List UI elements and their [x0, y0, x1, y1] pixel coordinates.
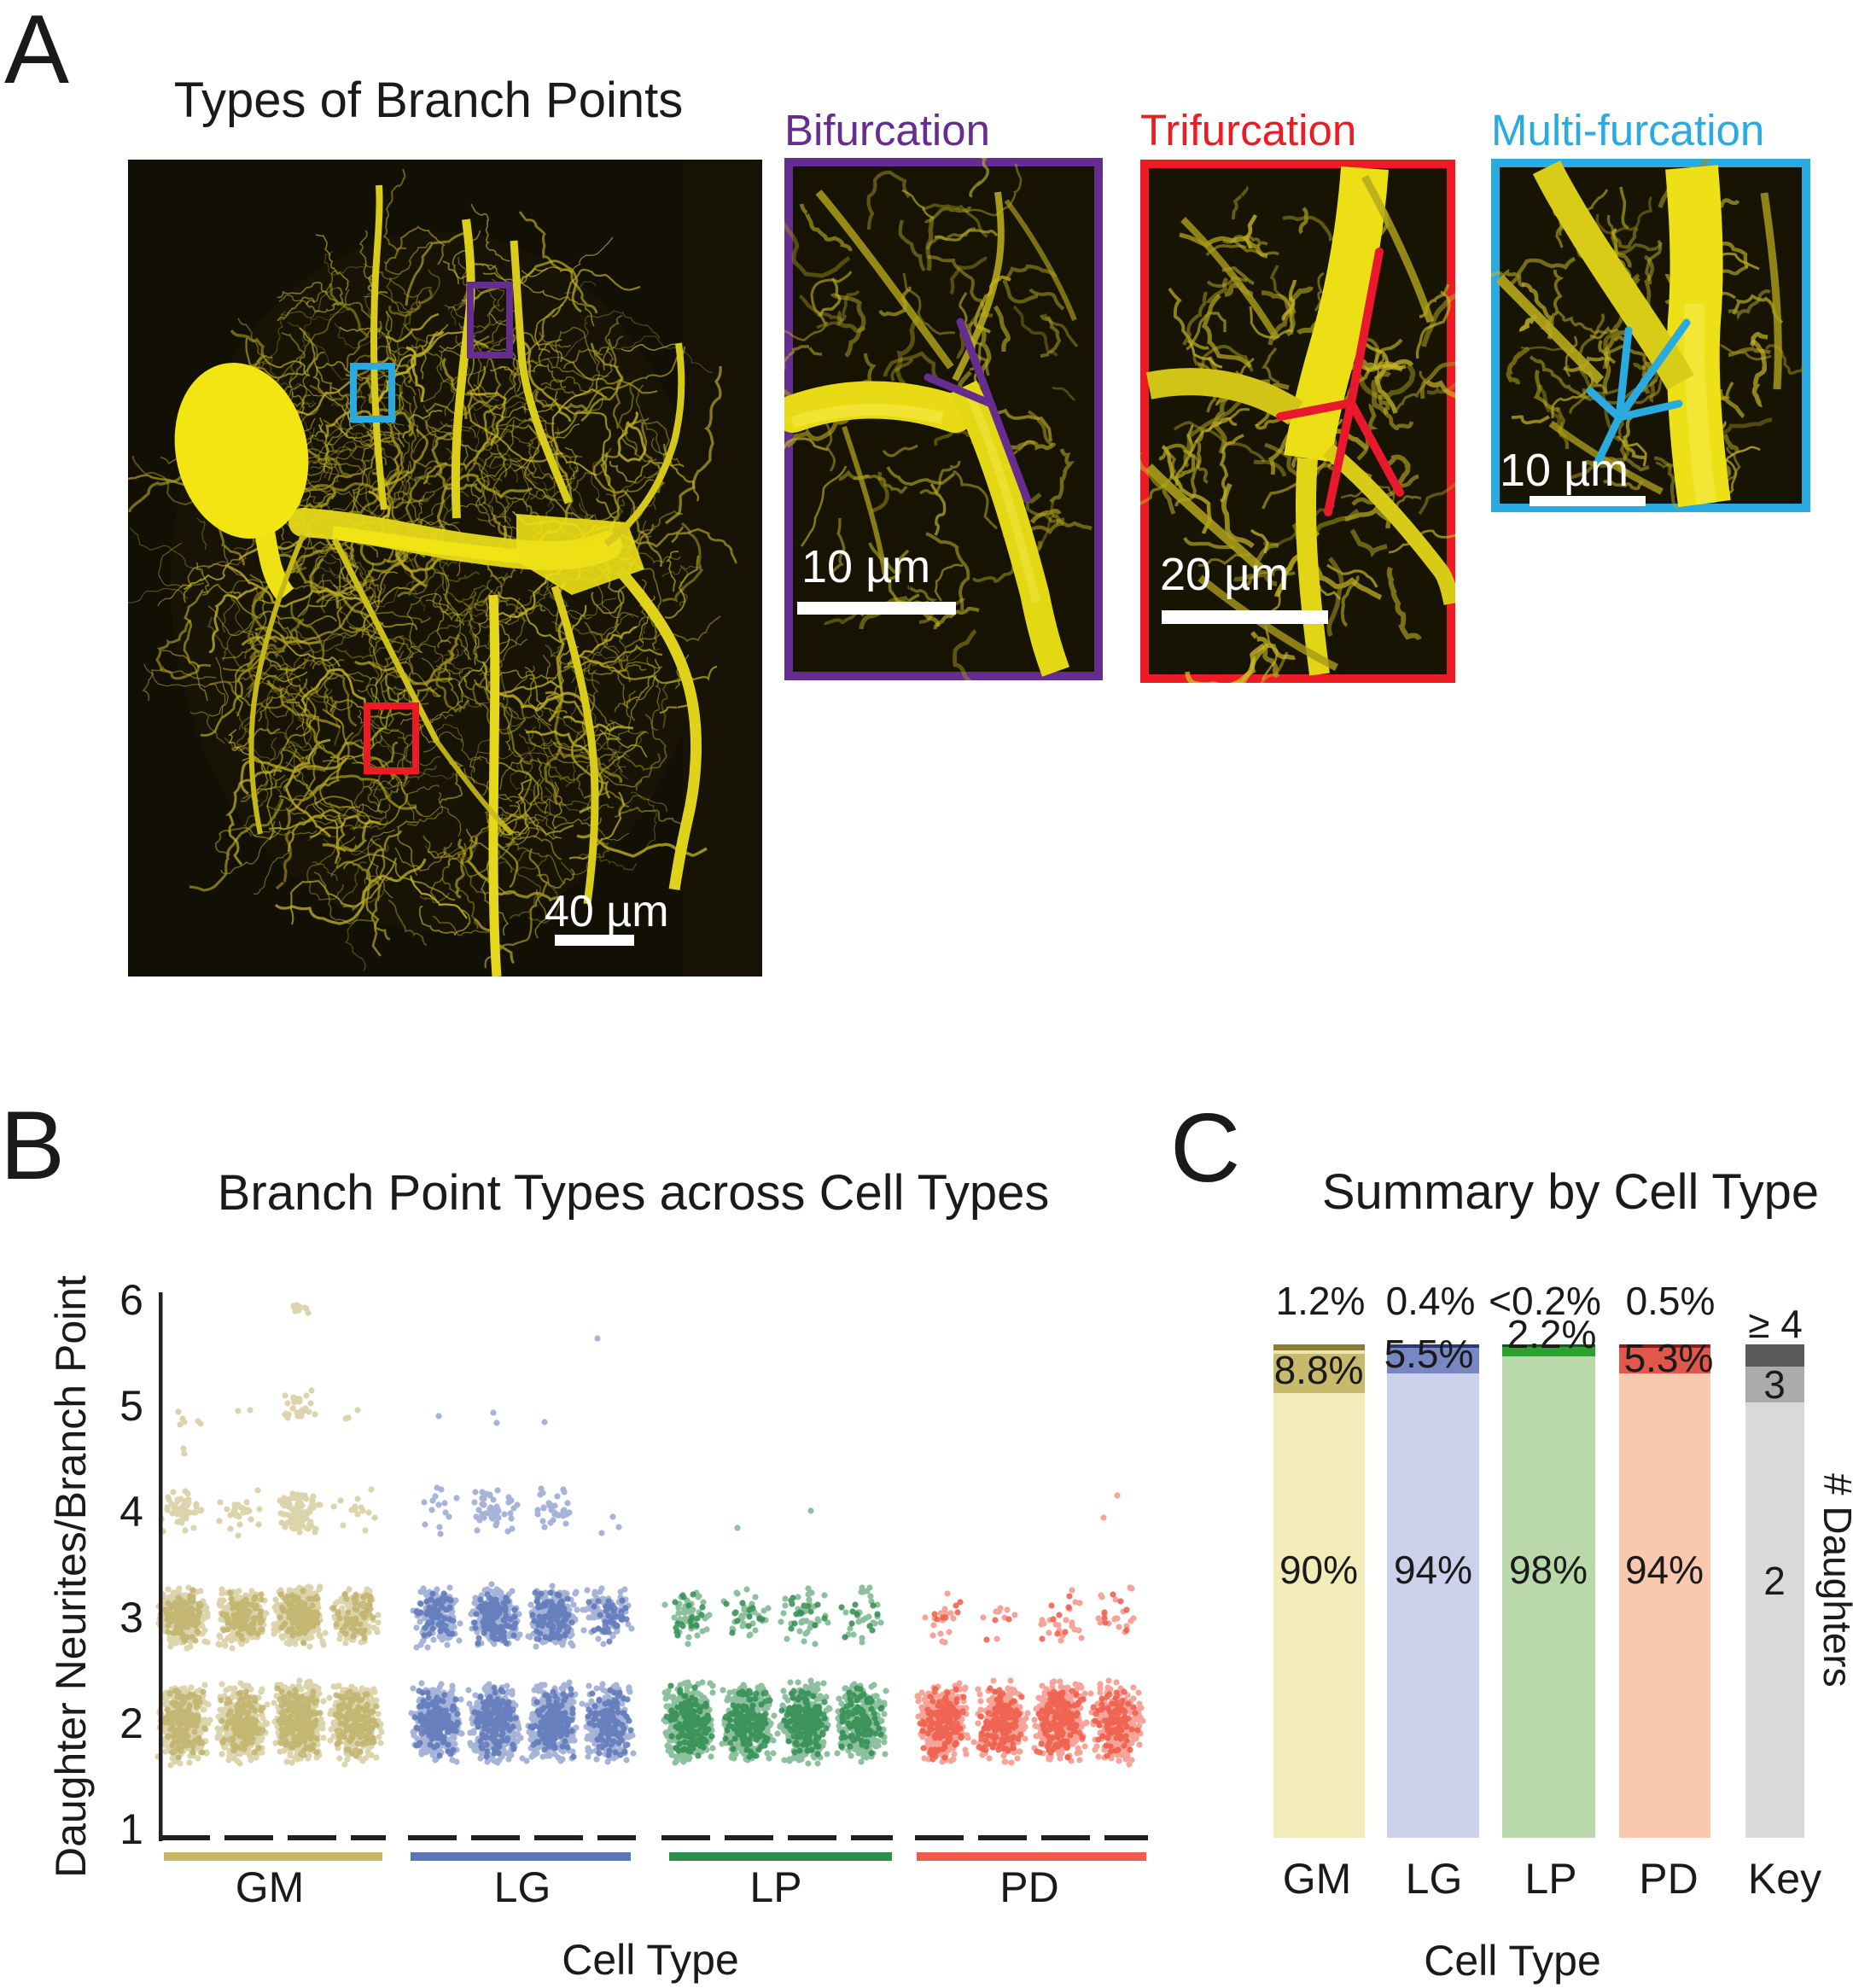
svg-text:10 µm: 10 µm	[1500, 445, 1629, 496]
svg-text:20 µm: 20 µm	[1160, 549, 1289, 600]
svg-text:10 µm: 10 µm	[801, 541, 930, 592]
svg-text:40 µm: 40 µm	[545, 887, 669, 936]
